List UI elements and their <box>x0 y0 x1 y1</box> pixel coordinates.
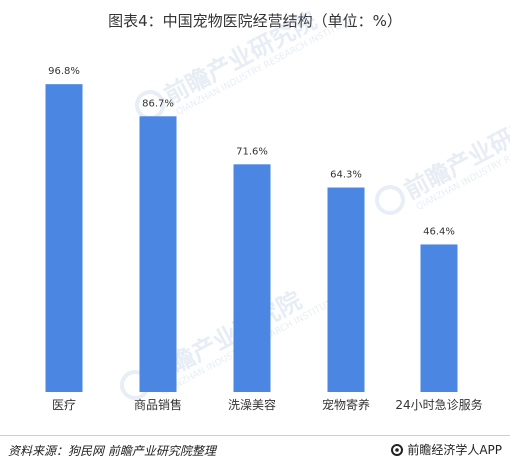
chart-title: 图表4：中国宠物医院经营结构（单位：%） <box>108 12 402 30</box>
category-label-4: 24小时急诊服务 <box>395 397 482 412</box>
brand-attribution: 前瞻经济学人APP <box>390 441 502 458</box>
data-label-0: 96.8% <box>48 66 80 77</box>
category-label-0: 医疗 <box>52 398 76 412</box>
bar-4 <box>420 244 458 392</box>
source-note: 资料来源：狗民网 前瞻产业研究院整理 <box>8 444 216 458</box>
data-label-4: 46.4% <box>423 226 455 237</box>
bar-3 <box>327 187 365 392</box>
footer-divider <box>0 435 510 436</box>
bar-0 <box>45 84 83 393</box>
category-label-2: 洗澡美容 <box>228 397 276 412</box>
brand-name: 前瞻经济学人APP <box>407 443 502 457</box>
category-label-3: 宠物寄养 <box>322 397 370 412</box>
plot-area: 96.8% 86.7% 71.6% 64.3% 46.4% 医疗 商品销售 洗澡… <box>45 66 483 412</box>
data-label-3: 64.3% <box>330 170 362 181</box>
watermark-text-1: 前瞻产业研究院 <box>160 6 321 110</box>
data-label-2: 71.6% <box>236 146 268 157</box>
bar-1 <box>139 116 177 392</box>
category-label-1: 商品销售 <box>134 397 182 412</box>
data-label-1: 86.7% <box>142 98 174 109</box>
bar-2 <box>233 164 271 392</box>
brand-logo-icon <box>391 443 404 456</box>
